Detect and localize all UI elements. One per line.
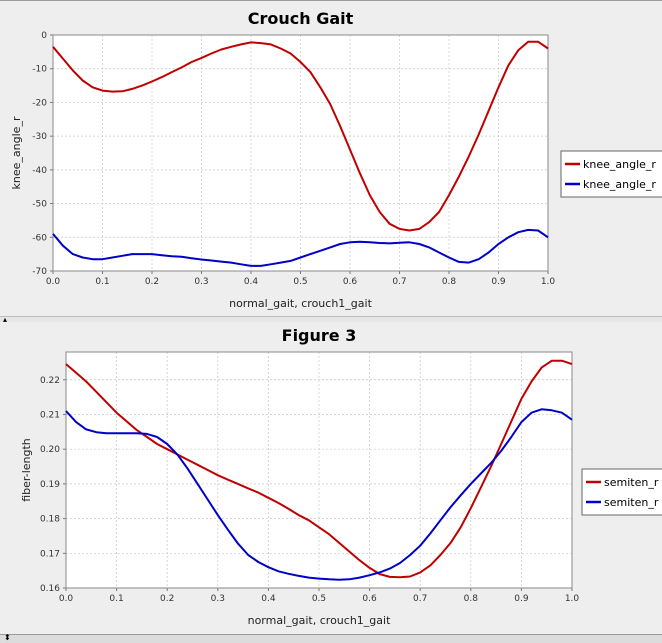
legend-box	[560, 150, 662, 198]
x-tick-label: 0.5	[312, 594, 326, 604]
x-tick-label: 0.3	[211, 594, 225, 604]
x-tick-label: 0.4	[244, 277, 259, 287]
legend-box	[581, 468, 662, 516]
x-tick-label: 0.2	[145, 277, 159, 287]
x-tick-label: 0.5	[293, 277, 307, 287]
plot-border	[52, 34, 549, 272]
x-tick-label: 0.8	[442, 277, 457, 287]
y-tick-label: -70	[32, 267, 47, 277]
x-tick-label: 0.6	[343, 277, 358, 287]
series-line-1	[52, 40, 549, 232]
x-tick-label: 0.1	[95, 277, 109, 287]
y-tick-label: 0.21	[40, 410, 60, 420]
x-tick-label: 0.9	[491, 277, 506, 287]
y-tick-label: 0.19	[40, 480, 60, 490]
legend-label-1: semiten_r	[604, 476, 659, 489]
chart-crouch-gait: Crouch Gait 0.0 0.1 0.2 0.3 0.4 0.5 0.6 0.7 0.8 0.…	[10, 9, 662, 310]
y-tick-label: -10	[32, 65, 47, 75]
y-tick-label: -60	[32, 233, 47, 243]
y-tick-label: 0.17	[40, 549, 60, 559]
splitter-up-down-icon[interactable]: ⬍	[4, 633, 11, 642]
legend-label-1: knee_angle_r	[583, 158, 656, 171]
x-tick-label: 0.4	[261, 594, 276, 604]
chart-figure-3: Figure 3 0.0 0.1 0.2 0.3 0.4 0.5 0.6 0.7 0.8 0.9 1.…	[20, 326, 662, 627]
chart-title: Figure 3	[282, 326, 357, 345]
x-tick-label: 0.8	[464, 594, 479, 604]
legend-label-2: semiten_r	[604, 496, 659, 509]
series-line-2	[52, 228, 549, 267]
y-axis-label: fiber-length	[20, 438, 33, 502]
x-tick-label: 0.3	[194, 277, 208, 287]
x-tick-label: 0.7	[413, 594, 427, 604]
y-tick-label: 0.20	[40, 445, 60, 455]
y-tick-label: -40	[32, 166, 47, 176]
x-tick-label: 0.2	[160, 594, 174, 604]
x-tick-label: 0.0	[46, 277, 61, 287]
x-tick-label: 0.0	[59, 594, 74, 604]
y-tick-label: 0	[41, 31, 47, 41]
series-line-1	[65, 359, 573, 579]
legend-label-2: knee_angle_r	[583, 178, 656, 191]
x-tick-label: 0.9	[514, 594, 529, 604]
y-tick-label: -20	[32, 98, 47, 108]
y-axis-label: knee_angle_r	[10, 116, 23, 189]
plot-border	[65, 351, 573, 589]
y-tick-label: -50	[32, 200, 47, 210]
x-tick-label: 1.0	[565, 594, 580, 604]
y-tick-label: 0.18	[40, 515, 60, 525]
bottom-splitter[interactable]: ⬍	[0, 634, 662, 643]
chart-panel-crouch-gait: Crouch Gait 0.0 0.1 0.2 0.3 0.4 0.5 0.6 0.7 0.8 0.…	[0, 0, 662, 317]
x-axis-label: normal_gait, crouch1_gait	[248, 614, 391, 627]
y-tick-label: -30	[32, 132, 47, 142]
x-tick-label: 0.1	[109, 594, 123, 604]
y-tick-label: 0.22	[40, 376, 60, 386]
x-axis-label: normal_gait, crouch1_gait	[229, 297, 372, 310]
y-tick-label: 0.16	[40, 584, 60, 594]
x-tick-label: 1.0	[541, 277, 556, 287]
x-tick-label: 0.6	[362, 594, 377, 604]
chart-panel-figure-3: Figure 3 0.0 0.1 0.2 0.3 0.4 0.5 0.6 0.7 0.8 0.9 1.…	[0, 322, 662, 634]
series-line-2	[65, 408, 573, 581]
x-tick-label: 0.7	[392, 277, 406, 287]
chart-title: Crouch Gait	[248, 9, 354, 28]
splitter-arrow-icon[interactable]: ▴	[3, 315, 8, 324]
